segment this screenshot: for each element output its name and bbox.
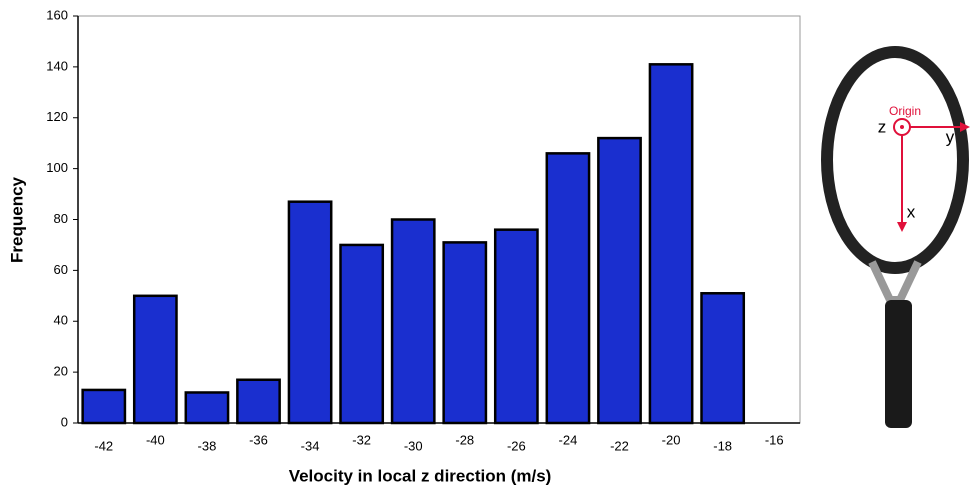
y-tick-label: 100 xyxy=(46,160,68,175)
page: {"chart_data": {"type": "bar", "xlabel":… xyxy=(0,0,973,488)
y-tick-label: 20 xyxy=(54,364,68,379)
bar xyxy=(547,153,589,423)
bar xyxy=(598,138,640,423)
origin-label: Origin xyxy=(889,104,921,118)
z-label: z xyxy=(878,117,887,136)
y-axis-title: Frequency xyxy=(7,176,26,263)
x-tick-label: -34 xyxy=(301,438,320,453)
x-tick-label: -16 xyxy=(765,432,784,447)
bar xyxy=(237,380,279,423)
x-tick-label: -36 xyxy=(249,432,268,447)
x-tick-label: -32 xyxy=(352,432,371,447)
bar xyxy=(444,242,486,423)
y-tick-label: 60 xyxy=(54,262,68,277)
x-tick-label: -20 xyxy=(662,432,681,447)
racket-head xyxy=(827,52,963,268)
x-label: x xyxy=(907,202,916,221)
racket: Origin z y x xyxy=(827,52,970,428)
x-axis-title: Velocity in local z direction (m/s) xyxy=(289,466,552,485)
x-tick-label: -40 xyxy=(146,432,165,447)
bar xyxy=(134,296,176,423)
bar xyxy=(186,392,228,423)
y-tick-label: 0 xyxy=(61,414,68,429)
x-tick-label: -24 xyxy=(559,432,578,447)
y-label: y xyxy=(946,127,955,146)
bar xyxy=(340,245,382,423)
origin-dot xyxy=(900,125,904,129)
y-tick-label: 160 xyxy=(46,7,68,22)
y-tick-label: 120 xyxy=(46,109,68,124)
x-tick-label: -38 xyxy=(198,438,217,453)
x-tick-label: -18 xyxy=(713,438,732,453)
y-tick-label: 80 xyxy=(54,211,68,226)
bar xyxy=(701,293,743,423)
x-tick-label: -28 xyxy=(455,432,474,447)
x-tick-label: -42 xyxy=(94,438,113,453)
x-tick-label: -22 xyxy=(610,438,629,453)
chart: Velocity in local z direction (m/s) Freq… xyxy=(0,0,973,488)
y-tick-label: 140 xyxy=(46,58,68,73)
y-tick-label: 40 xyxy=(54,313,68,328)
x-tick-label: -26 xyxy=(507,438,526,453)
bar xyxy=(83,390,125,423)
racket-handle xyxy=(885,300,912,428)
x-arrowhead xyxy=(897,222,907,232)
bar xyxy=(289,202,331,423)
bar xyxy=(392,220,434,424)
bar xyxy=(650,64,692,423)
x-tick-label: -30 xyxy=(404,438,423,453)
bar xyxy=(495,230,537,423)
